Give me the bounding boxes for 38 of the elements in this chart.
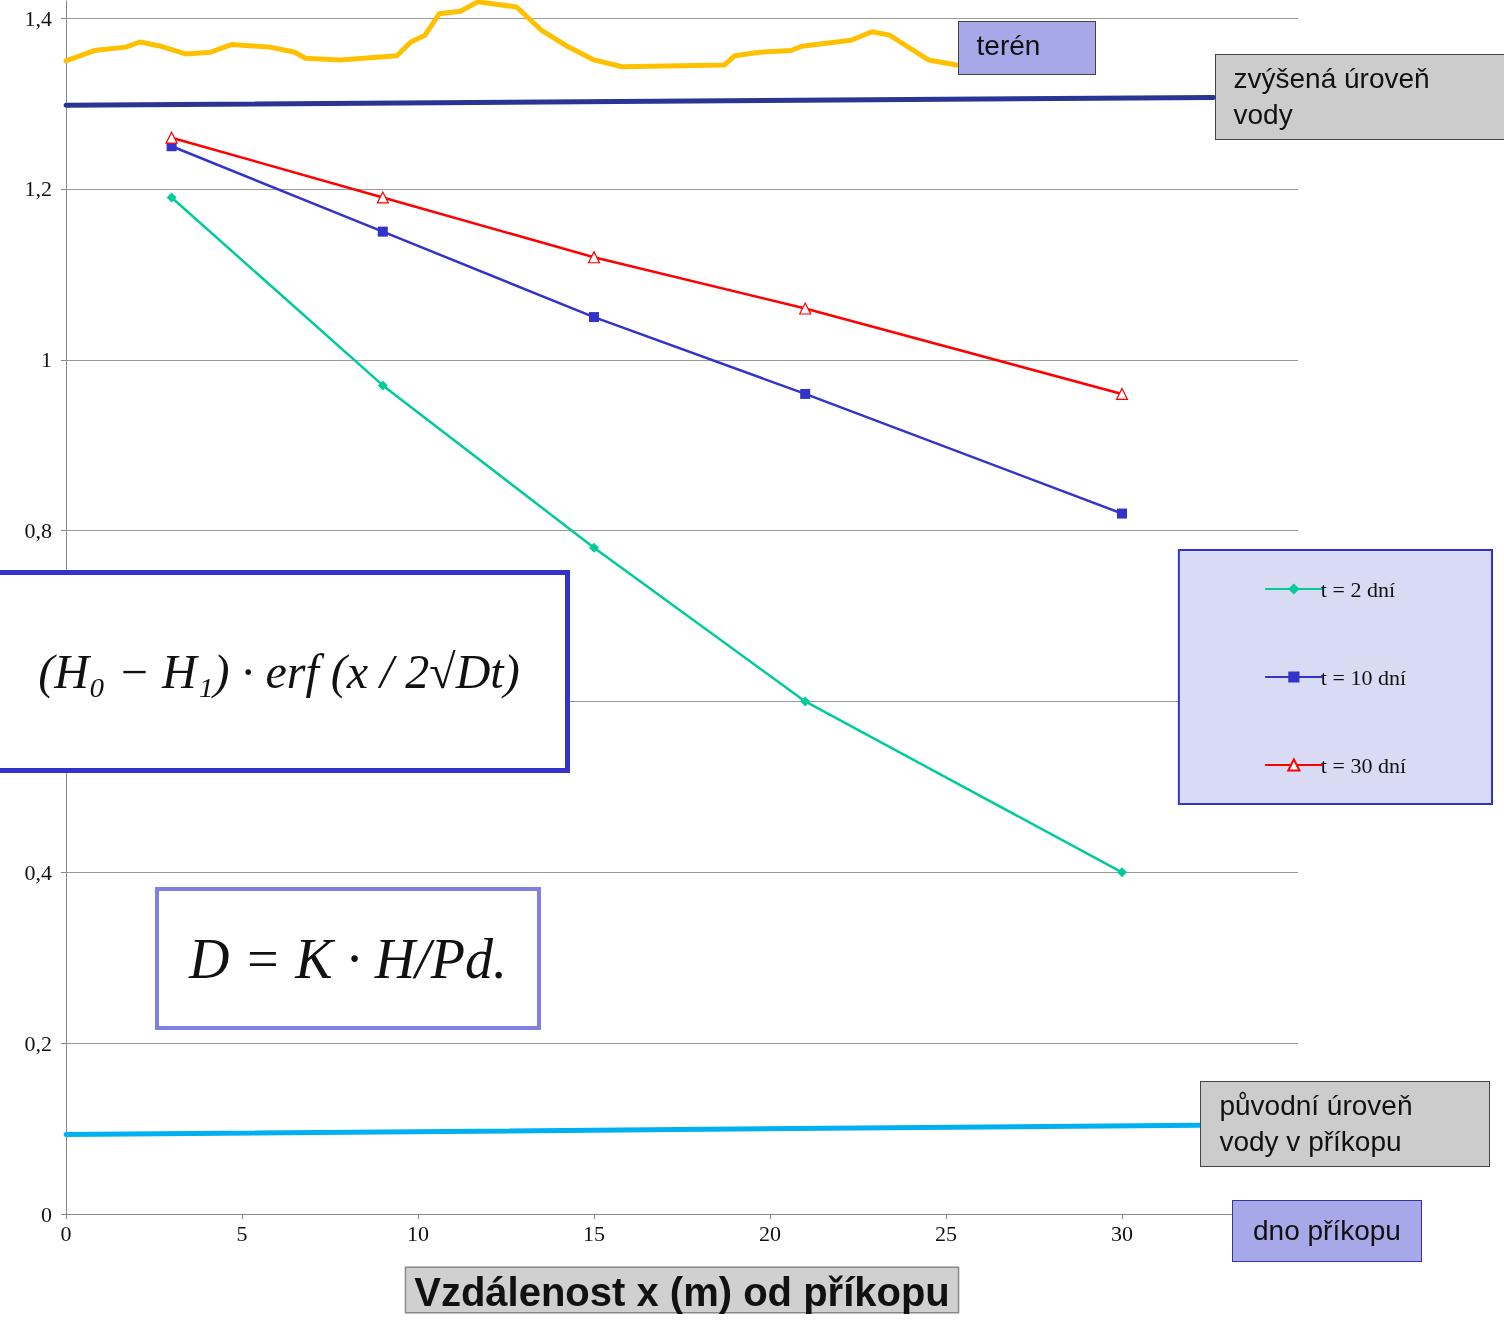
x-tick-label: 10 bbox=[407, 1220, 429, 1246]
point bbox=[589, 542, 599, 553]
point bbox=[799, 302, 812, 315]
point bbox=[1115, 387, 1129, 401]
x-tick-label: 25 bbox=[935, 1220, 957, 1246]
y-tick-label: 1 bbox=[41, 347, 52, 373]
x-tick-label: 20 bbox=[759, 1220, 781, 1246]
point bbox=[165, 131, 178, 144]
formula-box: D = K · H/Pd. bbox=[155, 887, 541, 1030]
formula-box: (H₀ − H₁) · erf (x / 2√Dt) bbox=[0, 570, 570, 773]
y-tick-label: 1,4 bbox=[24, 5, 52, 31]
y-tick-label: 0,2 bbox=[24, 1030, 52, 1056]
y-tick-label: 0,8 bbox=[24, 518, 52, 544]
y-tick-label: 0,4 bbox=[24, 859, 52, 885]
point bbox=[800, 388, 811, 399]
label-box: původní úroveň vody v příkopu bbox=[1200, 1081, 1491, 1168]
point bbox=[377, 380, 388, 391]
point bbox=[800, 696, 811, 707]
x-tick-label: 15 bbox=[583, 1220, 605, 1246]
point bbox=[1117, 867, 1127, 878]
x-tick-label: 0 bbox=[60, 1220, 72, 1246]
x-tick-label: 5 bbox=[236, 1220, 248, 1246]
y-tick-label: 0 bbox=[41, 1201, 52, 1227]
x-axis-title: Vzdálenost x (m) od příkopu bbox=[414, 1270, 950, 1314]
point bbox=[166, 192, 177, 203]
legend-label: t = 30 dní bbox=[1320, 752, 1407, 778]
point bbox=[377, 226, 388, 237]
y-tick-label: 1,2 bbox=[24, 176, 52, 202]
label-box: zvýšená úroveň vody bbox=[1214, 53, 1504, 140]
point bbox=[1117, 508, 1127, 519]
legend-label: t = 2 dní bbox=[1320, 576, 1396, 602]
text: dno příkopu bbox=[1232, 1200, 1422, 1262]
x-tick-label: 30 bbox=[1111, 1220, 1133, 1246]
point bbox=[587, 251, 601, 264]
legend-label: t = 10 dní bbox=[1320, 664, 1407, 690]
point bbox=[589, 312, 599, 323]
label-box: terén bbox=[957, 21, 1096, 76]
point bbox=[376, 191, 389, 204]
